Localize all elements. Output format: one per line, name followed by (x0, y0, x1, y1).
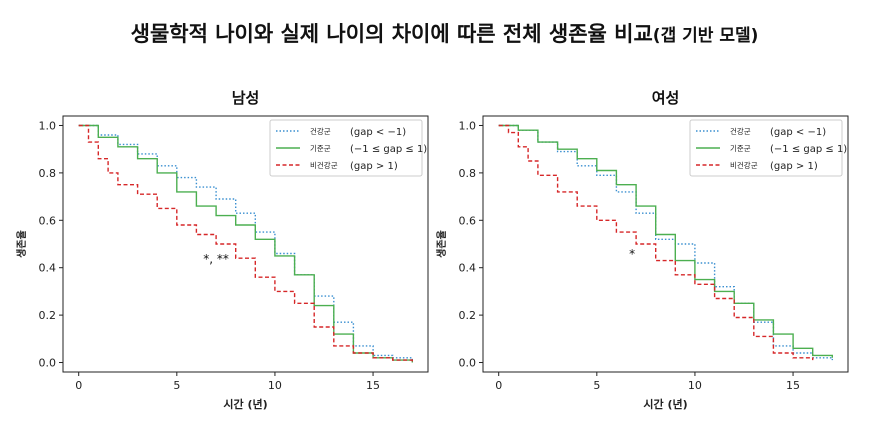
main-title-suffix: (갭 기반 모델) (652, 26, 759, 46)
x-tick-label: 5 (173, 379, 180, 392)
legend-label-2: 비건강군 (730, 160, 758, 170)
y-tick-label: 0.6 (459, 214, 477, 227)
y-axis-label: 생존율 (15, 230, 28, 258)
legend-note-0: (gap < −1) (350, 127, 406, 138)
series-line-2 (498, 124, 814, 361)
chart-title: 남성 (232, 89, 260, 107)
plot-frame (482, 115, 849, 373)
y-tick-label: 1.0 (39, 119, 57, 132)
significance-annotation: * (629, 247, 635, 261)
legend-label-2: 비건강군 (310, 160, 338, 170)
main-title-text: 생물학적 나이와 실제 나이의 차이에 따른 전체 생존율 비교 (130, 22, 653, 46)
y-tick-label: 1.0 (459, 119, 477, 132)
legend: 건강군 (gap < −1) 기준군 (−1 ≤ gap ≤ 1) 비건강군 (gap >… (269, 119, 427, 177)
legend-note-1: (−1 ≤ gap ≤ 1) (350, 144, 427, 155)
y-tick-label: 0.4 (39, 262, 57, 275)
legend-note-1: (−1 ≤ gap ≤ 1) (770, 144, 847, 155)
x-axis-label: 시간 (년) (223, 397, 267, 411)
chart-title: 여성 (652, 89, 680, 107)
y-tick-label: 0.4 (459, 262, 477, 275)
plot-frame (62, 115, 429, 373)
y-tick-label: 0.8 (459, 167, 477, 180)
x-tick-label: 0 (75, 379, 82, 392)
y-tick-label: 0.2 (459, 309, 477, 322)
legend-note-0: (gap < −1) (770, 127, 826, 138)
y-tick-label: 0.2 (39, 309, 57, 322)
significance-annotation: *, ** (203, 252, 229, 266)
legend-note-2: (gap > 1) (350, 161, 398, 172)
x-tick-label: 5 (593, 379, 600, 392)
y-tick-label: 0.0 (459, 357, 477, 370)
legend-label-0: 건강군 (730, 126, 751, 136)
main-title: 생물학적 나이와 실제 나이의 차이에 따른 전체 생존율 비교(갭 기반 모델… (0, 18, 889, 48)
legend: 건강군 (gap < −1) 기준군 (−1 ≤ gap ≤ 1) 비건강군 (gap >… (689, 119, 847, 177)
series-line-2 (78, 124, 413, 363)
chart-panel-0: 남성 0 5 10 15 0.0 0.2 0.4 0.6 0.8 1.0 시간 (년) 생존율 *, **… (15, 89, 429, 411)
y-tick-label: 0.8 (39, 167, 57, 180)
legend-label-0: 건강군 (310, 126, 331, 136)
legend-label-1: 기준군 (730, 144, 751, 153)
y-axis-label: 생존율 (435, 230, 448, 258)
chart-panel-1: 여성 0 5 10 15 0.0 0.2 0.4 0.6 0.8 1.0 시간 (년) 생존율 * 건강군 (… (435, 89, 849, 411)
x-tick-label: 10 (268, 379, 282, 392)
x-tick-label: 10 (688, 379, 702, 392)
legend-box (269, 119, 423, 177)
series-line-1 (498, 124, 833, 358)
legend-note-2: (gap > 1) (770, 161, 818, 172)
x-tick-label: 15 (366, 379, 380, 392)
x-tick-label: 15 (786, 379, 800, 392)
y-tick-label: 0.6 (39, 214, 57, 227)
x-tick-label: 0 (495, 379, 502, 392)
legend-label-1: 기준군 (310, 144, 331, 153)
legend-box (689, 119, 843, 177)
y-tick-label: 0.0 (39, 357, 57, 370)
x-axis-label: 시간 (년) (643, 397, 687, 411)
